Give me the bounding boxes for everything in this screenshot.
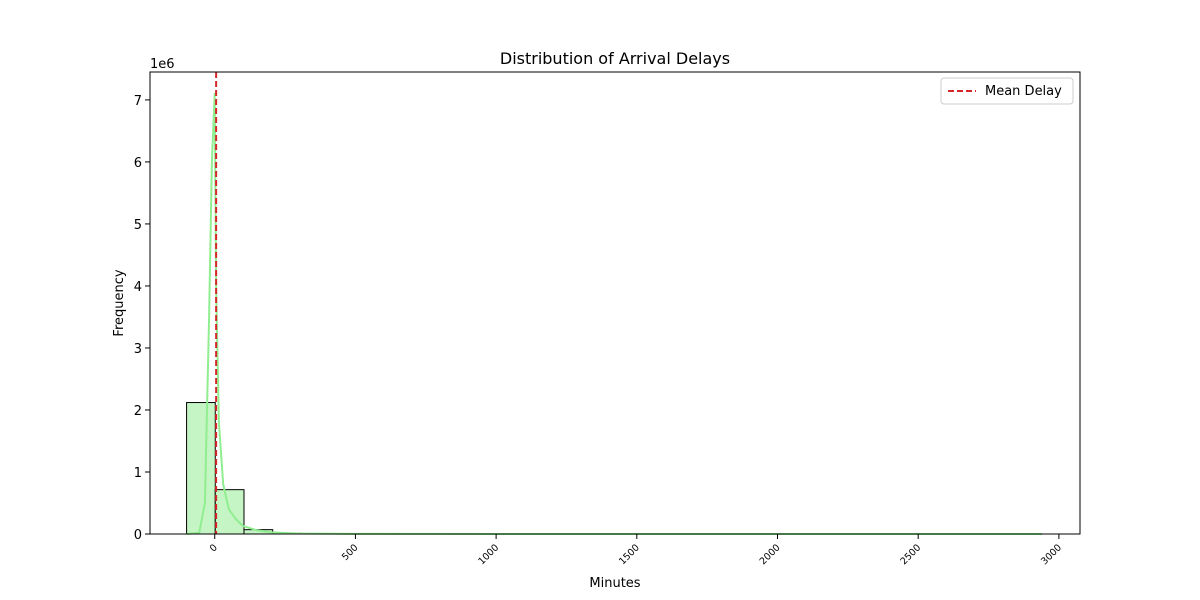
y-tick-label-3: 3 [134, 342, 142, 357]
legend-box [940, 77, 1074, 105]
y-tick-label-2: 2 [134, 404, 142, 419]
y-tick-label-1: 1 [134, 466, 142, 481]
legend-mean-label: Mean Delay [985, 84, 1062, 99]
x-tick-label-3000: 3000 [1039, 542, 1064, 567]
chart-title: Distribution of Arrival Delays [500, 49, 730, 68]
y-tick-label-4: 4 [134, 280, 142, 295]
y-tick-label-0: 0 [134, 528, 142, 543]
y-tick-label-7: 7 [134, 94, 142, 109]
x-tick-label-1500: 1500 [617, 542, 642, 567]
y-axis-ticks: 0 1 2 3 4 5 6 7 [134, 94, 150, 543]
x-axis-ticks: 0 500 1000 1500 2000 2500 3000 [208, 534, 1064, 567]
histogram-bar-0 [186, 402, 216, 535]
x-tick-label-2000: 2000 [758, 542, 783, 567]
kde-curve-group [186, 92, 1042, 535]
y-axis-label: Frequency [112, 269, 127, 336]
y-tick-label-6: 6 [134, 156, 142, 171]
x-tick-label-1000: 1000 [476, 542, 501, 567]
x-tick-label-2500: 2500 [898, 542, 923, 567]
legend: Mean Delay [940, 77, 1074, 105]
kde-curve [186, 92, 1042, 535]
x-tick-label-0: 0 [208, 542, 220, 554]
y-tick-label-5: 5 [134, 218, 142, 233]
x-tick-label-500: 500 [340, 542, 361, 563]
plot-area-frame [149, 71, 1081, 535]
x-axis-label: Minutes [589, 576, 640, 591]
y-offset-text: 1e6 [150, 57, 175, 72]
